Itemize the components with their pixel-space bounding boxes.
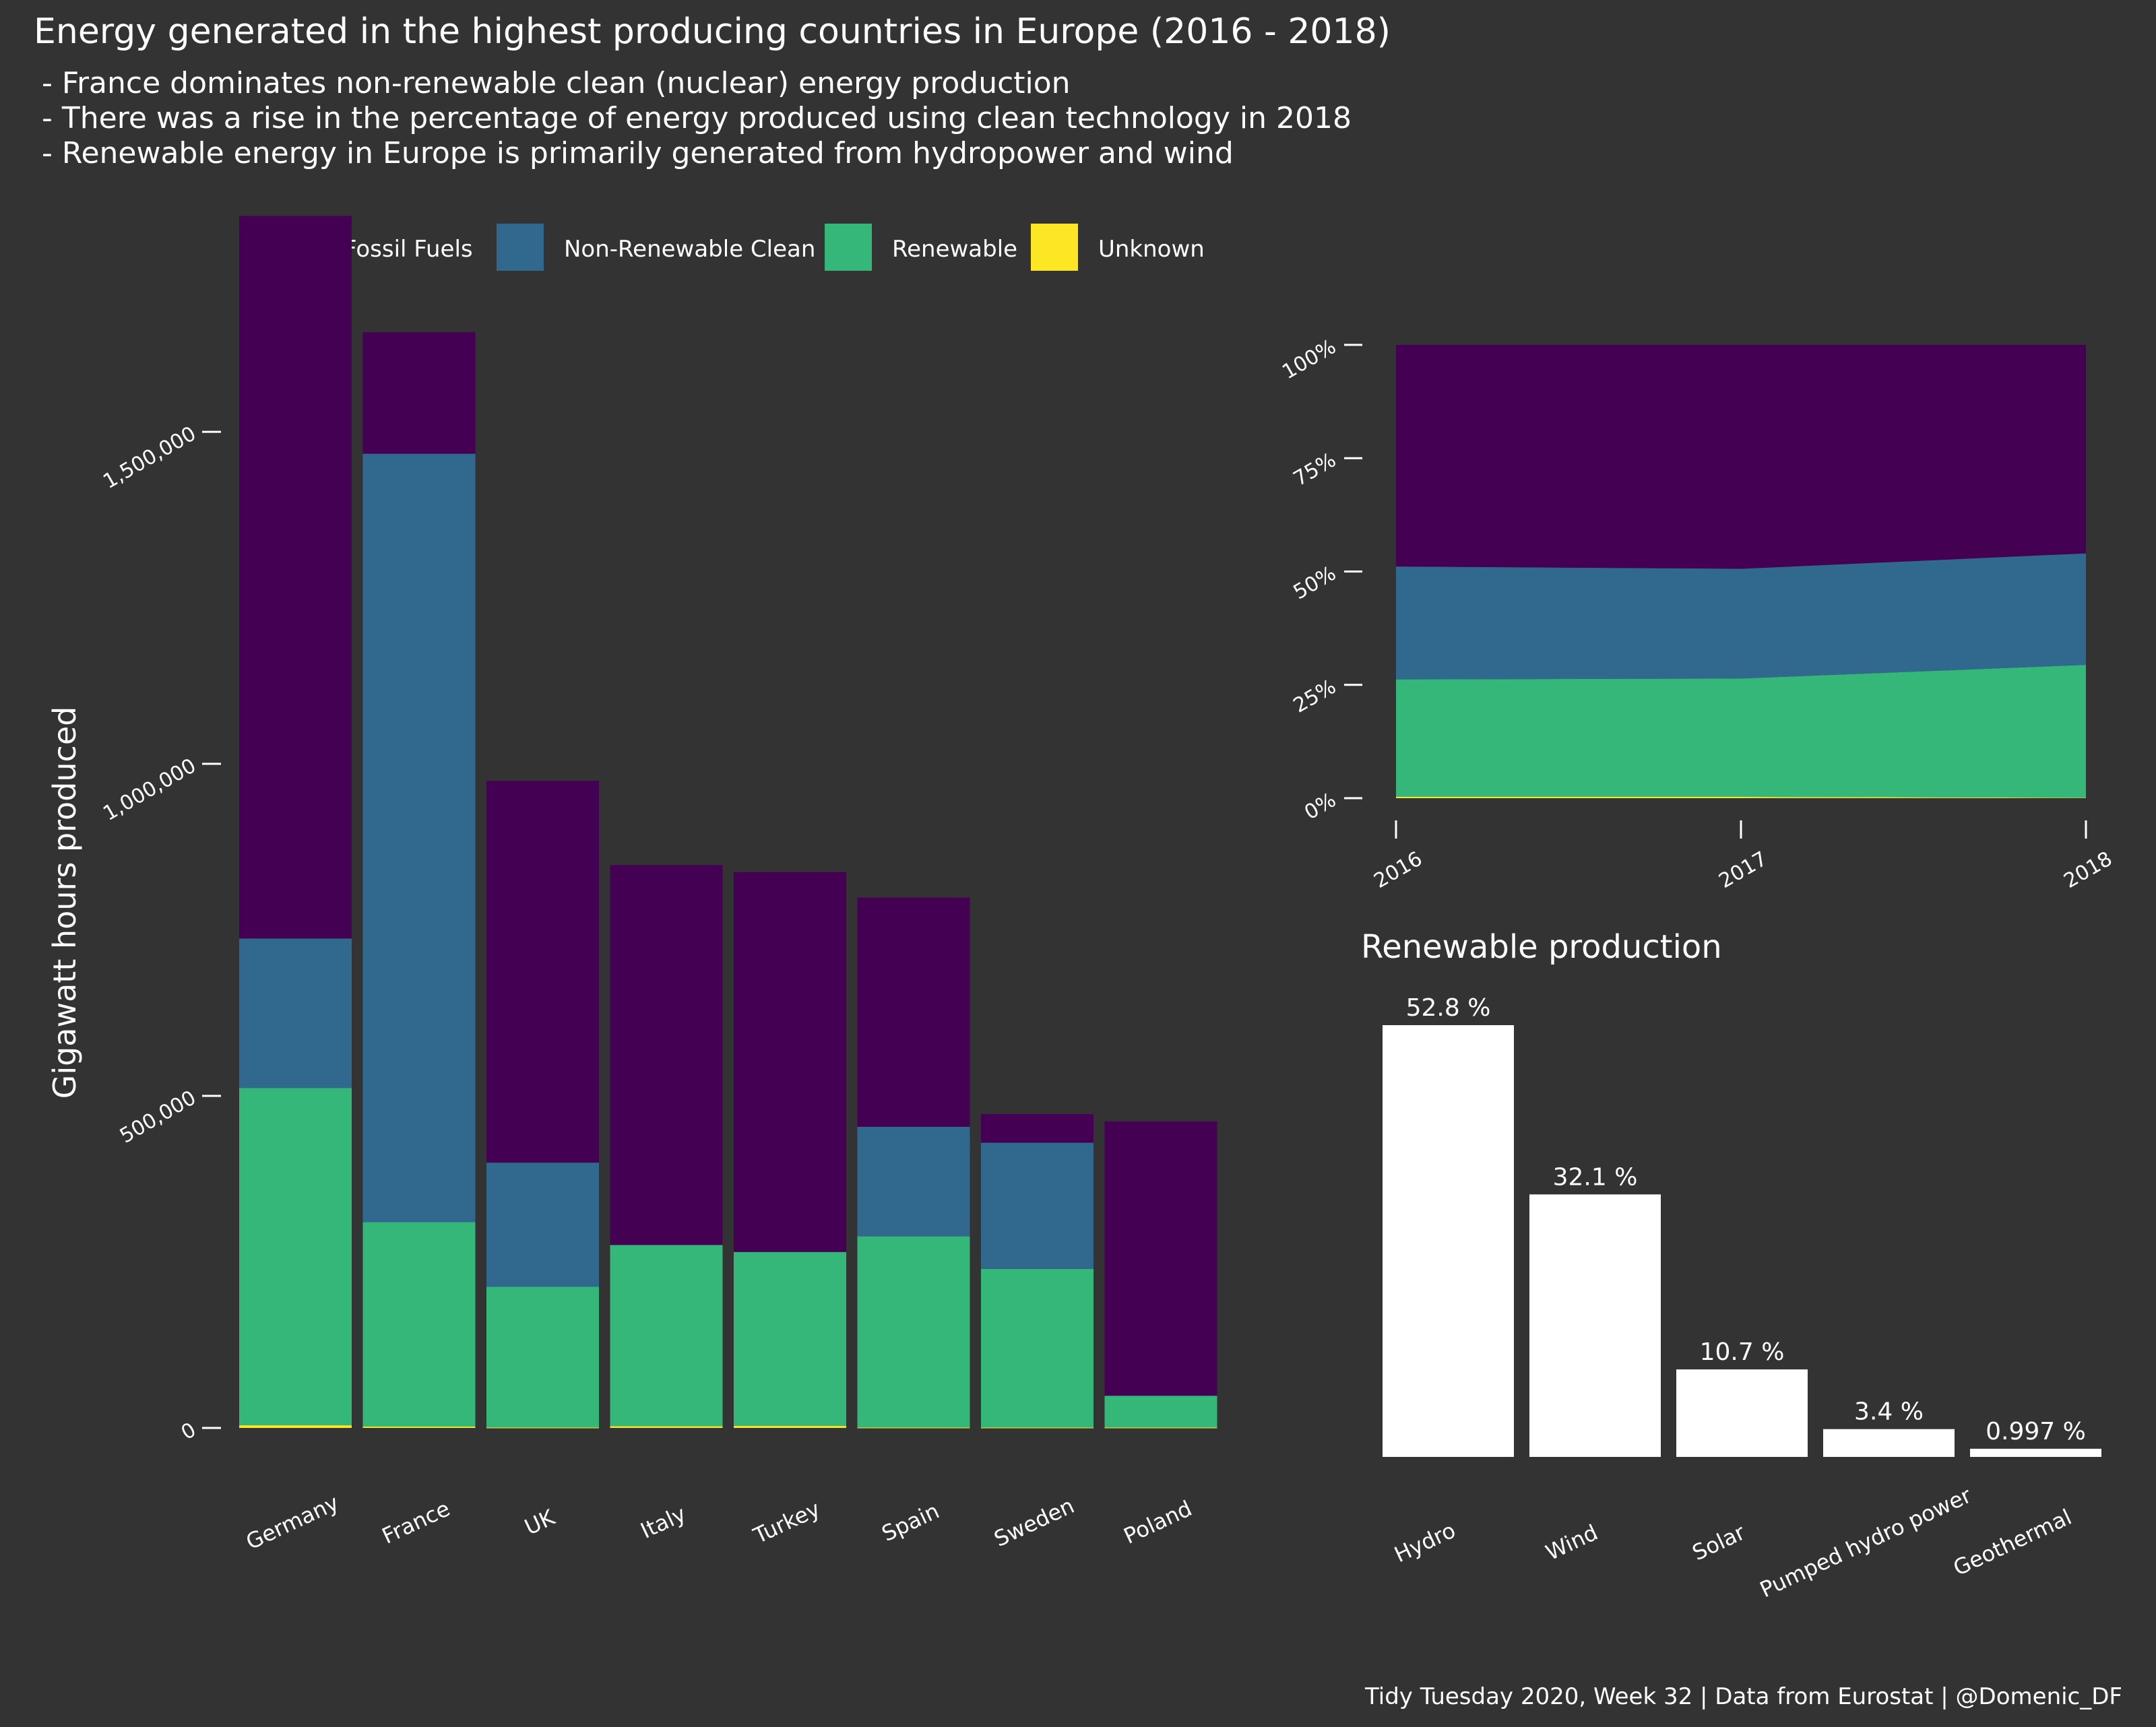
area-renewable — [1396, 665, 2086, 798]
legend-swatch-unknown — [1031, 224, 1078, 271]
legend-swatch-non-renewable-clean — [497, 224, 544, 271]
bar-sweden-fossil-fuels — [981, 1114, 1093, 1143]
renewable-bar-hydro — [1383, 1025, 1514, 1457]
subtitle-line-2: - There was a rise in the percentage of … — [42, 101, 1352, 135]
caption: Tidy Tuesday 2020, Week 32 | Data from E… — [1364, 1683, 2122, 1710]
renewable-bar-solar — [1676, 1369, 1808, 1457]
renewable-value-label-geothermal: 0.997 % — [1986, 1418, 2086, 1445]
bar-uk-non-renewable-clean — [486, 1163, 599, 1287]
bar-france-fossil-fuels — [362, 332, 476, 454]
bar-spain-renewable — [857, 1236, 970, 1428]
bar-poland-unknown — [1104, 1427, 1217, 1429]
bar-sweden-unknown — [981, 1427, 1093, 1429]
bar-germany-unknown — [239, 1425, 352, 1428]
bar-uk-unknown — [486, 1427, 599, 1429]
bar-france-renewable — [362, 1222, 476, 1427]
bar-poland-fossil-fuels — [1104, 1121, 1217, 1396]
legend-label-fossil-fuels: Fossil Fuels — [344, 236, 473, 263]
legend-label-non-renewable-clean: Non-Renewable Clean — [564, 236, 815, 263]
bar-sweden-renewable — [981, 1268, 1093, 1428]
percent-area-chart: 0%25%50%75%100%2016 2017 2018 — [1278, 335, 2116, 893]
y-axis-label: Gigawatt hours produced — [46, 707, 83, 1099]
bar-italy-fossil-fuels — [610, 865, 723, 1245]
renewable-value-label-wind: 32.1 % — [1553, 1163, 1638, 1191]
bar-italy-renewable — [610, 1245, 723, 1427]
bar-spain-non-renewable-clean — [857, 1126, 970, 1237]
legend-label-unknown: Unknown — [1098, 236, 1205, 263]
renewable-value-label-pumped-hydro-power: 3.4 % — [1854, 1398, 1924, 1426]
area-fossil-fuels — [1396, 345, 2086, 569]
bar-france-non-renewable-clean — [362, 453, 476, 1223]
bar-spain-fossil-fuels — [857, 897, 970, 1127]
bar-france-unknown — [362, 1427, 476, 1428]
legend-swatch-renewable — [825, 224, 872, 271]
area-non-renewable-clean — [1396, 553, 2086, 680]
bar-uk-fossil-fuels — [486, 781, 599, 1163]
bar-germany-renewable — [239, 1088, 352, 1426]
bar-turkey-unknown — [734, 1426, 846, 1428]
renewable-bar-pumped-hydro-power — [1823, 1429, 1955, 1457]
renewable-chart-title: Renewable production — [1361, 928, 1722, 966]
subtitle-line-3: - Renewable energy in Europe is primaril… — [42, 136, 1234, 170]
bar-uk-renewable — [486, 1286, 599, 1428]
bar-turkey-renewable — [734, 1251, 846, 1427]
legend-label-renewable: Renewable — [892, 236, 1017, 263]
bar-germany-fossil-fuels — [239, 216, 352, 939]
bar-italy-unknown — [610, 1426, 723, 1428]
subtitle-line-1: - France dominates non-renewable clean (… — [42, 66, 1071, 100]
renewable-value-label-solar: 10.7 % — [1700, 1338, 1785, 1366]
bar-poland-renewable — [1104, 1396, 1217, 1428]
renewable-bar-geothermal — [1970, 1448, 2101, 1457]
bar-turkey-fossil-fuels — [734, 872, 846, 1252]
renewable-value-label-hydro: 52.8 % — [1406, 994, 1491, 1022]
bar-germany-non-renewable-clean — [239, 938, 352, 1088]
chart-title: Energy generated in the highest producin… — [34, 11, 1391, 52]
bar-spain-unknown — [857, 1427, 970, 1429]
area-unknown — [1396, 796, 2086, 798]
renewable-bar-wind — [1529, 1194, 1661, 1457]
bar-sweden-non-renewable-clean — [981, 1142, 1093, 1269]
